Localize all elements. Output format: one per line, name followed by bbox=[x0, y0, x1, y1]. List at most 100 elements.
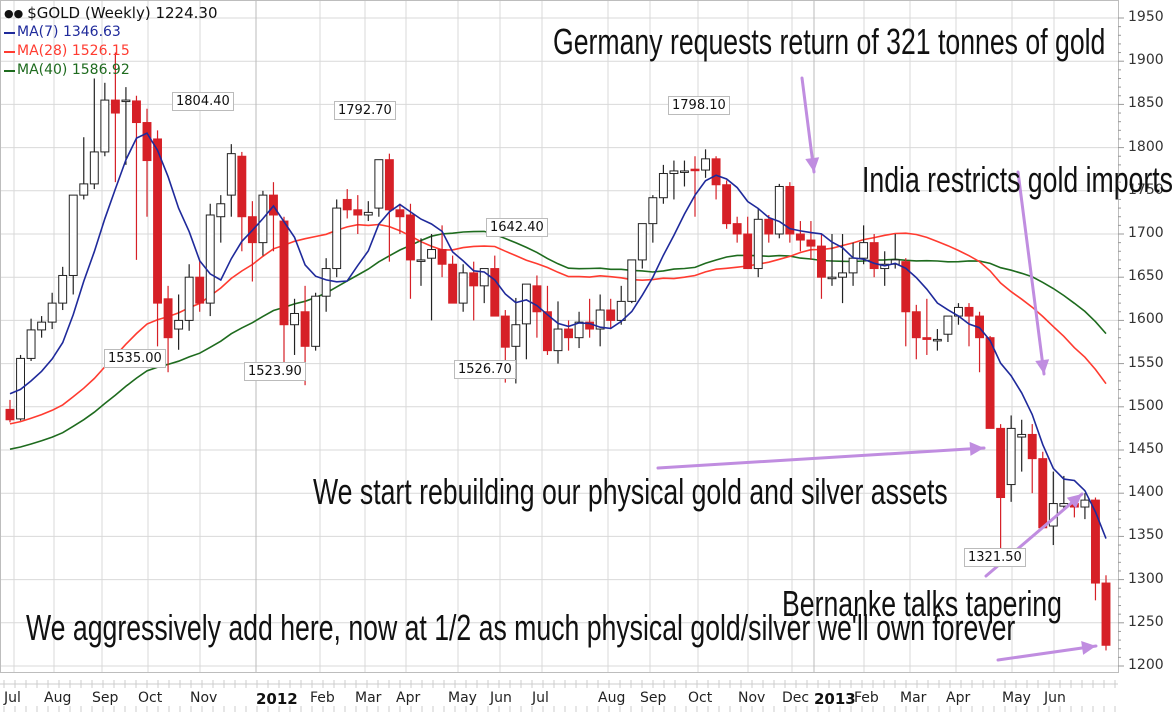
candle-up bbox=[26, 329, 36, 359]
chart-legend: ●● $GOLD (Weekly) 1224.30 MA(7) 1346.63 … bbox=[4, 4, 218, 80]
y-axis bbox=[1118, 17, 1124, 667]
candle-down bbox=[142, 122, 152, 162]
candle-up bbox=[458, 272, 468, 304]
candle-down bbox=[817, 245, 826, 278]
y-tick-label: 1750 bbox=[1128, 181, 1164, 198]
candle-down bbox=[795, 233, 805, 241]
candle-down bbox=[342, 198, 352, 211]
candle-up bbox=[753, 218, 763, 270]
plot-border bbox=[0, 0, 1119, 673]
y-tick-label: 1850 bbox=[1128, 95, 1164, 112]
candle-down bbox=[1027, 433, 1037, 460]
candle-down bbox=[985, 337, 995, 429]
x-month-label: May bbox=[448, 690, 477, 706]
candle-up bbox=[184, 276, 194, 321]
candle-up bbox=[479, 268, 489, 287]
candle-up bbox=[616, 300, 626, 321]
candle-down bbox=[606, 309, 616, 321]
candle-down bbox=[722, 184, 732, 225]
candle-down bbox=[764, 218, 774, 235]
candle-up bbox=[637, 223, 647, 261]
candle-down bbox=[5, 408, 15, 421]
y-tick-label: 1400 bbox=[1128, 484, 1164, 501]
ma7-label: MA(7) 1346.63 bbox=[17, 24, 121, 40]
arrow-head bbox=[805, 157, 820, 172]
candle-up bbox=[58, 274, 68, 304]
candle-down bbox=[922, 337, 932, 340]
candle-up bbox=[595, 309, 605, 330]
x-month-label: Feb bbox=[854, 690, 879, 706]
price-callout: 1804.40 bbox=[172, 92, 234, 111]
candle-up bbox=[627, 259, 637, 302]
annotation-text: We start rebuilding our physical gold an… bbox=[313, 471, 948, 512]
candle-down bbox=[532, 285, 542, 313]
candle-down bbox=[785, 185, 795, 235]
candle-up bbox=[701, 158, 710, 171]
candle-down bbox=[500, 315, 510, 348]
x-month-label: Apr bbox=[946, 690, 971, 706]
candle-down bbox=[964, 306, 974, 317]
annotation-text: India restricts gold imports bbox=[862, 159, 1173, 200]
candle-up bbox=[332, 207, 342, 270]
x-month-label: Nov bbox=[738, 690, 766, 706]
candle-down bbox=[901, 261, 911, 313]
candle-up bbox=[838, 272, 847, 278]
price-callout: 1535.00 bbox=[104, 349, 166, 368]
candle-up bbox=[121, 99, 131, 103]
candle-down bbox=[406, 214, 415, 261]
x-month-label: Aug bbox=[44, 690, 72, 706]
candle-down bbox=[806, 239, 816, 247]
y-tick-label: 1950 bbox=[1128, 9, 1164, 25]
candle-up bbox=[1017, 433, 1027, 438]
candle-up bbox=[1006, 427, 1016, 486]
ma7-polyline bbox=[9, 132, 1107, 539]
candle-down bbox=[437, 249, 447, 265]
candle-up bbox=[943, 315, 953, 335]
candle-up bbox=[859, 242, 869, 259]
y-tick-label: 1600 bbox=[1128, 311, 1164, 328]
x-month-label: Aug bbox=[598, 690, 626, 706]
x-month-label: Mar bbox=[900, 690, 927, 706]
candle-down bbox=[163, 298, 173, 339]
arrow-head bbox=[1081, 641, 1096, 655]
candle-up bbox=[521, 283, 531, 325]
arrow-head bbox=[969, 441, 984, 456]
x-axis bbox=[0, 680, 1118, 712]
x-month-label: Sep bbox=[640, 690, 667, 706]
arrow-shaft bbox=[800, 76, 816, 174]
y-tick-label: 1900 bbox=[1128, 52, 1164, 69]
candle-up bbox=[774, 185, 784, 235]
x-month-label: Apr bbox=[396, 690, 421, 706]
candle-up bbox=[100, 99, 110, 153]
x-month-label: Jun bbox=[490, 690, 512, 706]
candle-up bbox=[680, 170, 689, 173]
candle-up bbox=[374, 159, 384, 209]
candle-down bbox=[732, 223, 742, 235]
candle-down bbox=[1038, 458, 1048, 529]
candle-down bbox=[110, 99, 120, 114]
candle-down bbox=[132, 100, 141, 124]
arrow-shaft bbox=[996, 644, 1098, 662]
candle-up bbox=[658, 173, 668, 199]
y-tick-label: 1250 bbox=[1128, 613, 1164, 630]
symbol-title: $GOLD (Weekly) 1224.30 bbox=[27, 4, 218, 22]
candle-up bbox=[321, 268, 331, 297]
x-month-label: May bbox=[1002, 690, 1031, 706]
candle-down bbox=[384, 159, 394, 211]
candle-down bbox=[996, 427, 1006, 499]
arrow-head bbox=[1035, 359, 1050, 374]
candle-up bbox=[1080, 499, 1090, 508]
candle-up bbox=[427, 249, 436, 259]
ma28-swatch-icon bbox=[4, 50, 15, 53]
candle-up bbox=[290, 312, 299, 326]
candle-down bbox=[300, 311, 310, 347]
x-month-label: Jul bbox=[4, 690, 21, 706]
candle-down bbox=[279, 220, 289, 326]
x-month-label: Feb bbox=[310, 690, 335, 706]
ma7-line bbox=[9, 132, 1107, 539]
y-tick-label: 1650 bbox=[1128, 268, 1164, 285]
x-year-label: 2013 bbox=[814, 690, 856, 708]
candlestick-series bbox=[5, 52, 1111, 651]
x-year-label: 2012 bbox=[256, 690, 298, 708]
